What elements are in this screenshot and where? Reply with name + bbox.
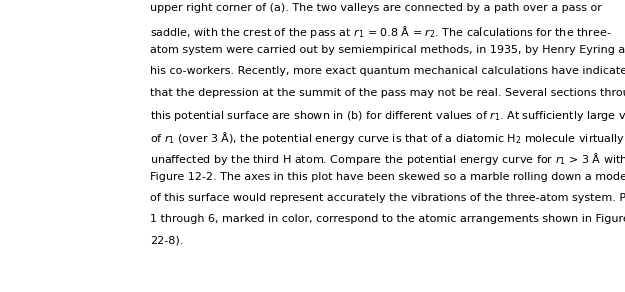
Text: that the depression at the summit of the pass may not be real. Several sections : that the depression at the summit of the… [150, 88, 625, 98]
Text: Figure 12-2. The axes in this plot have been skewed so a marble rolling down a m: Figure 12-2. The axes in this plot have … [150, 172, 625, 182]
Text: of $r_1$ (over 3 Å), the potential energy curve is that of a diatomic H$_2$ mole: of $r_1$ (over 3 Å), the potential energ… [150, 130, 625, 146]
Text: atom system were carried out by semiempirical methods, in 1935, by Henry Eyring : atom system were carried out by semiempi… [150, 45, 625, 55]
Text: saddle, with the crest of the pass at $r_1$ = 0.8 Å = $r_2$. The caĺculations f: saddle, with the crest of the pass at $r… [150, 24, 611, 40]
Text: 1 through 6, marked in color, correspond to the atomic arrangements shown in Fig: 1 through 6, marked in color, correspond… [150, 214, 625, 224]
Text: 22-8).: 22-8). [150, 235, 183, 245]
Text: unaffected by the third H atom. Compare the potential energy curve for $r_1$ > 3: unaffected by the third H atom. Compare … [150, 151, 625, 167]
Text: of this surface would represent accurately the vibrations of the three-atom syst: of this surface would represent accurate… [150, 193, 625, 203]
Text: his co-workers. Recently, more exact quantum mechanical calculations have indica: his co-workers. Recently, more exact qua… [150, 67, 625, 77]
Text: upper right corner of (a). The two valleys are connected by a path over a pass o: upper right corner of (a). The two valle… [150, 3, 602, 13]
Text: this potential surface are shown in (b) for different values of $r_1$. At suffic: this potential surface are shown in (b) … [150, 109, 625, 123]
